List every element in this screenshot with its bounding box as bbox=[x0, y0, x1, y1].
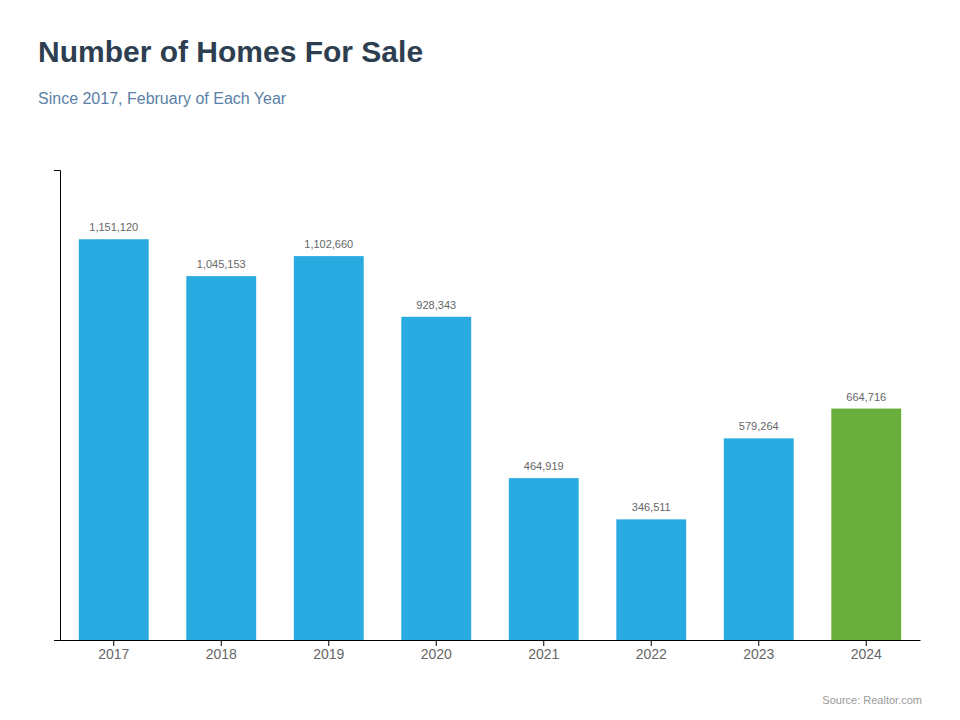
y-axis bbox=[54, 171, 61, 641]
x-tick: 2018 bbox=[206, 640, 237, 662]
x-tick-label: 2018 bbox=[206, 646, 237, 662]
x-tick: 2024 bbox=[851, 640, 882, 662]
data-label: 464,919 bbox=[524, 460, 564, 472]
chart: Number of Homes For Sale Since 2017, Febr… bbox=[0, 0, 960, 720]
data-label: 346,511 bbox=[632, 501, 671, 513]
bar bbox=[831, 409, 901, 640]
bar bbox=[509, 478, 579, 640]
title: Number of Homes For Sale bbox=[38, 35, 423, 68]
x-tick-label: 2020 bbox=[421, 646, 452, 662]
subtitle: Since 2017, February of Each Year bbox=[38, 90, 287, 107]
data-label: 664,716 bbox=[846, 391, 886, 403]
x-tick: 2019 bbox=[313, 640, 344, 662]
x-tick-label: 2023 bbox=[743, 646, 774, 662]
bar bbox=[724, 438, 794, 640]
data-label: 1,045,153 bbox=[197, 258, 246, 270]
bar bbox=[186, 276, 256, 640]
y-axis-line bbox=[54, 171, 61, 641]
data-label: 1,102,660 bbox=[304, 238, 353, 250]
bar bbox=[294, 256, 364, 640]
x-tick-label: 2024 bbox=[851, 646, 882, 662]
data-label: 928,343 bbox=[416, 299, 456, 311]
x-tick-label: 2021 bbox=[528, 646, 559, 662]
x-tick-label: 2017 bbox=[98, 646, 129, 662]
x-axis: 2017 2018 2019 2020 2021 2022 2023 2024 bbox=[61, 640, 921, 662]
chart-container: Number of Homes For Sale Since 2017, Febr… bbox=[0, 0, 960, 720]
bar bbox=[79, 239, 149, 640]
bar bbox=[616, 519, 686, 640]
x-tick: 2022 bbox=[636, 640, 667, 662]
source: Source: Realtor.com bbox=[822, 694, 922, 706]
data-labels: 1,151,120 1,045,153 1,102,660 928,343 464,91… bbox=[89, 221, 886, 513]
data-label: 579,264 bbox=[739, 420, 779, 432]
data-label: 1,151,120 bbox=[89, 221, 138, 233]
x-tick-label: 2019 bbox=[313, 646, 344, 662]
bars bbox=[79, 239, 901, 640]
x-tick-label: 2022 bbox=[636, 646, 667, 662]
x-tick: 2020 bbox=[421, 640, 452, 662]
x-tick: 2017 bbox=[98, 640, 129, 662]
x-axis-line bbox=[61, 640, 921, 641]
plot-area: 1,151,120 1,045,153 1,102,660 928,343 464,91… bbox=[54, 171, 921, 662]
bar bbox=[401, 317, 471, 640]
x-tick: 2021 bbox=[528, 640, 559, 662]
x-tick: 2023 bbox=[743, 640, 774, 662]
